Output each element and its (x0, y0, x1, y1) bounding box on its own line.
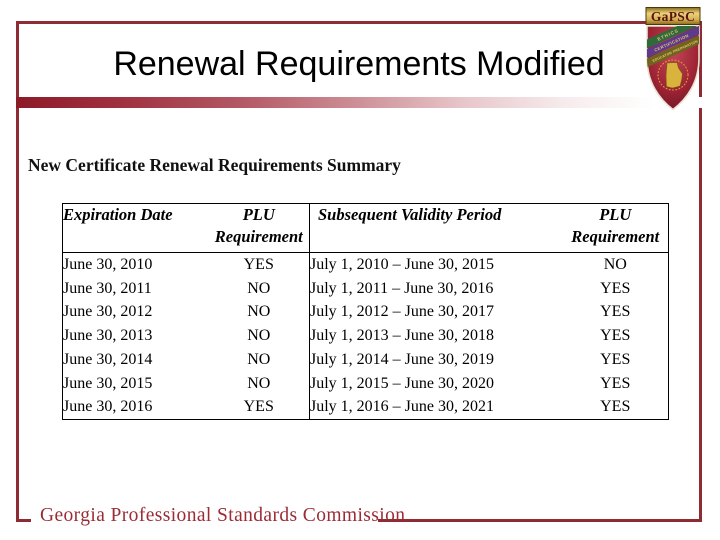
cell-period: July 1, 2011 – June 30, 2016 (310, 279, 494, 297)
dotted-circle (657, 59, 689, 91)
logo-banner-text: GaPSC (651, 9, 695, 24)
cell-plu-after: YES (600, 398, 631, 416)
cell-plu-after: YES (600, 350, 631, 368)
cell-expiration: June 30, 2015 (63, 374, 153, 392)
cell-plu-after: YES (600, 303, 631, 321)
gapsc-shield-icon: ETHICS CERTIFICATION EDUCATOR PREPARATIO… (645, 7, 701, 111)
table-row: June 30, 2012 NO July 1, 2012 – June 30,… (63, 300, 669, 325)
table-row: June 30, 2014 NO July 1, 2014 – June 30,… (63, 347, 669, 372)
cell-plu-after: YES (600, 327, 631, 345)
table-row: June 30, 2015 NO July 1, 2015 – June 30,… (63, 371, 669, 396)
footer-line-gap (31, 513, 378, 529)
cell-plu-before: NO (208, 371, 310, 396)
header-plu-line1: PLU (242, 205, 275, 224)
logo-banner (645, 7, 701, 25)
cell-expiration: June 30, 2010 (63, 256, 153, 273)
header-plu-line2: Requirement (214, 227, 303, 246)
table-caption: New Certificate Renewal Requirements Sum… (28, 155, 401, 175)
table-header-row: Expiration Date PLU Requirement Subseque… (62, 203, 669, 253)
accent-gradient-bar (16, 97, 704, 108)
cell-plu-after: YES (600, 374, 631, 392)
cell-plu-before: NO (208, 276, 310, 301)
cell-period: July 1, 2016 – June 30, 2021 (310, 398, 494, 416)
cell-period: July 1, 2010 – June 30, 2015 (310, 256, 494, 273)
header-plu-requirement-left: PLU Requirement (208, 203, 310, 253)
cell-expiration: June 30, 2012 (63, 303, 153, 321)
cell-period: July 1, 2015 – June 30, 2020 (310, 374, 494, 392)
header-plu-line2: Requirement (571, 227, 660, 246)
table-row: June 30, 2016 YES July 1, 2016 – June 30… (63, 395, 669, 420)
cell-expiration: June 30, 2013 (63, 327, 153, 345)
table-row: June 30, 2011 NO July 1, 2011 – June 30,… (63, 276, 669, 301)
cell-period: July 1, 2014 – June 30, 2019 (310, 350, 494, 368)
summary-table: Expiration Date PLU Requirement Subseque… (62, 203, 669, 420)
header-expiration-date: Expiration Date (62, 203, 209, 253)
cell-expiration: June 30, 2014 (63, 350, 153, 368)
summary-table-wrap: Expiration Date PLU Requirement Subseque… (62, 203, 669, 420)
cell-plu-before: YES (208, 252, 310, 277)
slide-title: Renewal Requirements Modified (113, 45, 605, 83)
cell-plu-after: YES (600, 279, 631, 297)
cell-period: July 1, 2013 – June 30, 2018 (310, 327, 494, 345)
cell-plu-after: NO (603, 256, 627, 273)
footer-wordmark: Georgia Professional Standards Commissio… (40, 505, 406, 526)
cell-plu-before: YES (208, 395, 310, 420)
header-validity-period: Subsequent Validity Period (309, 203, 563, 253)
gapsc-logo: ETHICS CERTIFICATION EDUCATOR PREPARATIO… (644, 6, 702, 112)
cell-plu-before: NO (208, 324, 310, 348)
cell-plu-before: NO (208, 300, 310, 325)
georgia-state-shape (665, 62, 683, 89)
cell-expiration: June 30, 2016 (63, 398, 153, 416)
table-row: June 30, 2013 NO July 1, 2013 – June 30,… (63, 324, 669, 348)
header-plu-line1: PLU (599, 205, 632, 224)
cell-plu-before: NO (208, 347, 310, 372)
cell-period: July 1, 2012 – June 30, 2017 (310, 303, 494, 321)
cell-expiration: June 30, 2011 (63, 279, 152, 297)
header-plu-requirement-right: PLU Requirement (562, 203, 669, 253)
table-row: June 30, 2010 YES July 1, 2010 – June 30… (63, 252, 669, 277)
